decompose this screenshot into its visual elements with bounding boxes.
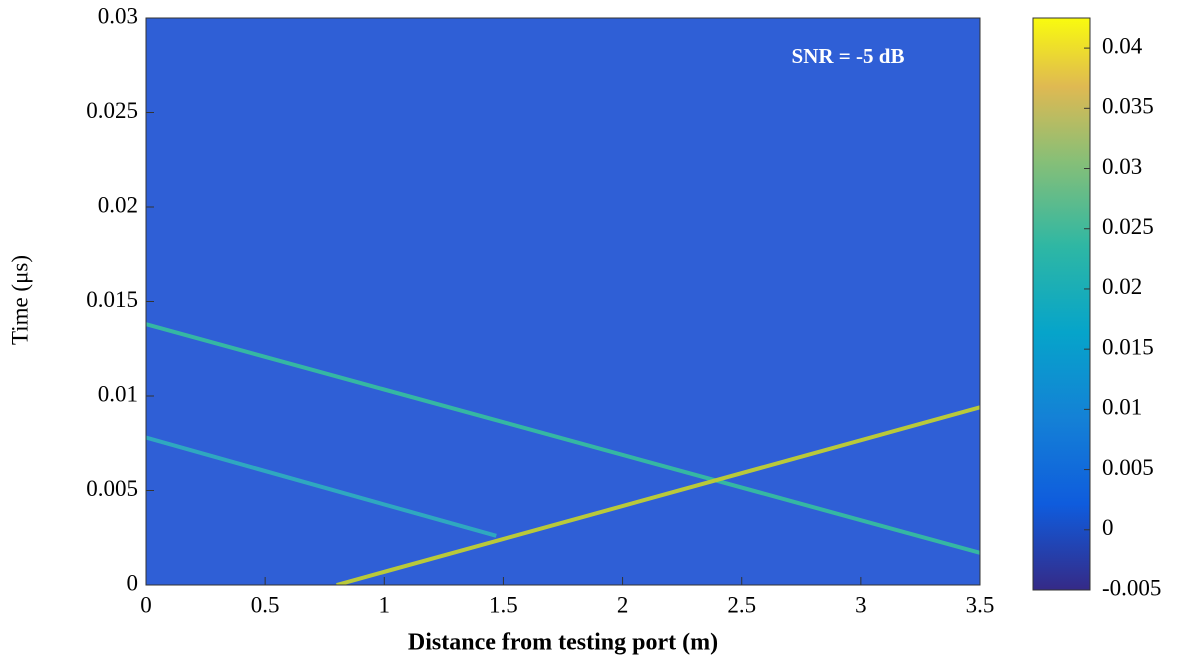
- colorbar-tick-label: 0: [1102, 515, 1114, 540]
- y-axis-label: Time (μs): [7, 255, 32, 345]
- x-tick-label: 1.5: [489, 592, 518, 617]
- colorbar-tick-label: 0.035: [1102, 94, 1154, 119]
- colorbar-tick-label: -0.005: [1102, 575, 1161, 600]
- colorbar-tick-label: 0.015: [1102, 334, 1154, 359]
- colorbar: [1032, 17, 1091, 591]
- colorbar-tick-label: 0.005: [1102, 455, 1154, 480]
- y-tick-label: 0.025: [86, 98, 138, 123]
- y-tick-label: 0.015: [86, 287, 138, 312]
- y-tick-label: 0.02: [98, 192, 138, 217]
- x-tick-label: 0: [140, 592, 152, 617]
- colorbar-tick-label: 0.01: [1102, 395, 1142, 420]
- colorbar-tick-label: 0.025: [1102, 214, 1154, 239]
- x-tick-label: 2.5: [727, 592, 756, 617]
- colorbar-tick-label: 0.02: [1102, 274, 1142, 299]
- annotation: SNR = -5 dB: [792, 44, 905, 68]
- x-axis-label: Distance from testing port (m): [408, 630, 718, 656]
- colorbar-tick-label: 0.03: [1102, 154, 1142, 179]
- x-tick-label: 3.5: [966, 592, 995, 617]
- ridge-line: [146, 435, 497, 538]
- x-tick-label: 1: [379, 592, 391, 617]
- x-tick-label: 0.5: [251, 592, 280, 617]
- ridge-line: [146, 322, 980, 555]
- y-tick-label: 0: [127, 570, 139, 595]
- x-tick-label: 2: [617, 592, 629, 617]
- plot-area: [146, 18, 980, 585]
- ridge-line: [336, 405, 980, 585]
- colorbar-tick-label: 0.04: [1102, 33, 1143, 58]
- y-tick-label: 0.03: [98, 3, 138, 28]
- x-tick-label: 3: [855, 592, 867, 617]
- y-tick-label: 0.005: [86, 476, 138, 501]
- y-tick-label: 0.01: [98, 381, 138, 406]
